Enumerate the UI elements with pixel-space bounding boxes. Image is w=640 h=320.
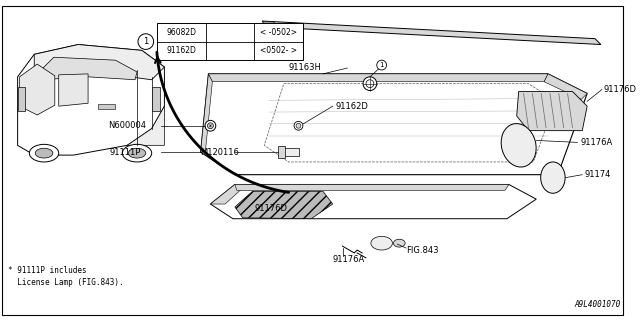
Polygon shape [211,184,536,219]
Polygon shape [59,74,88,106]
Ellipse shape [122,144,152,162]
Text: N600004: N600004 [108,121,146,130]
Polygon shape [262,21,601,44]
Ellipse shape [501,124,536,167]
Polygon shape [262,21,278,28]
Bar [152,87,159,111]
Text: 91176A: 91176A [580,138,612,147]
Polygon shape [516,92,587,131]
Polygon shape [39,57,137,80]
Ellipse shape [394,239,405,247]
Text: 91111P: 91111P [109,148,141,157]
Text: 91163H: 91163H [289,62,321,72]
Polygon shape [20,64,55,115]
Circle shape [377,60,387,70]
Polygon shape [200,74,587,175]
Circle shape [138,34,154,49]
Text: <0502- >: <0502- > [260,46,298,55]
Bar [157,23,303,60]
Ellipse shape [296,123,301,128]
Ellipse shape [371,236,392,250]
Polygon shape [127,106,164,145]
Circle shape [363,77,377,91]
Text: < -0502>: < -0502> [260,28,298,37]
Ellipse shape [29,144,59,162]
Ellipse shape [207,123,213,129]
Text: 1: 1 [143,37,148,46]
Polygon shape [235,184,509,190]
Text: 91162D: 91162D [166,46,196,55]
Polygon shape [200,74,212,152]
Ellipse shape [205,120,216,131]
Text: 91176D: 91176D [604,85,637,94]
Text: 91174: 91174 [584,170,611,179]
Text: 91162D: 91162D [335,102,369,111]
Text: * 91111P includes
  License Lamp (FIG.843).: * 91111P includes License Lamp (FIG.843)… [8,266,124,287]
Text: 91176A: 91176A [333,255,365,264]
Polygon shape [235,191,333,219]
Text: FIG.843: FIG.843 [406,245,438,254]
Ellipse shape [128,148,146,158]
Ellipse shape [294,121,303,130]
Polygon shape [209,74,548,82]
Text: 1: 1 [380,62,384,68]
Text: A9L4001070: A9L4001070 [574,300,620,309]
Polygon shape [211,184,246,204]
Ellipse shape [541,162,565,193]
Circle shape [366,80,374,88]
Ellipse shape [35,148,53,158]
Text: 96082D: 96082D [166,28,196,37]
Bar [278,146,285,158]
Polygon shape [544,74,587,99]
Bar [18,87,26,111]
Polygon shape [35,44,164,80]
Text: M120116: M120116 [200,148,239,157]
Polygon shape [264,84,556,162]
Bar [98,104,115,109]
Bar [284,148,300,156]
Polygon shape [18,44,164,155]
Text: 91176D: 91176D [255,204,287,213]
